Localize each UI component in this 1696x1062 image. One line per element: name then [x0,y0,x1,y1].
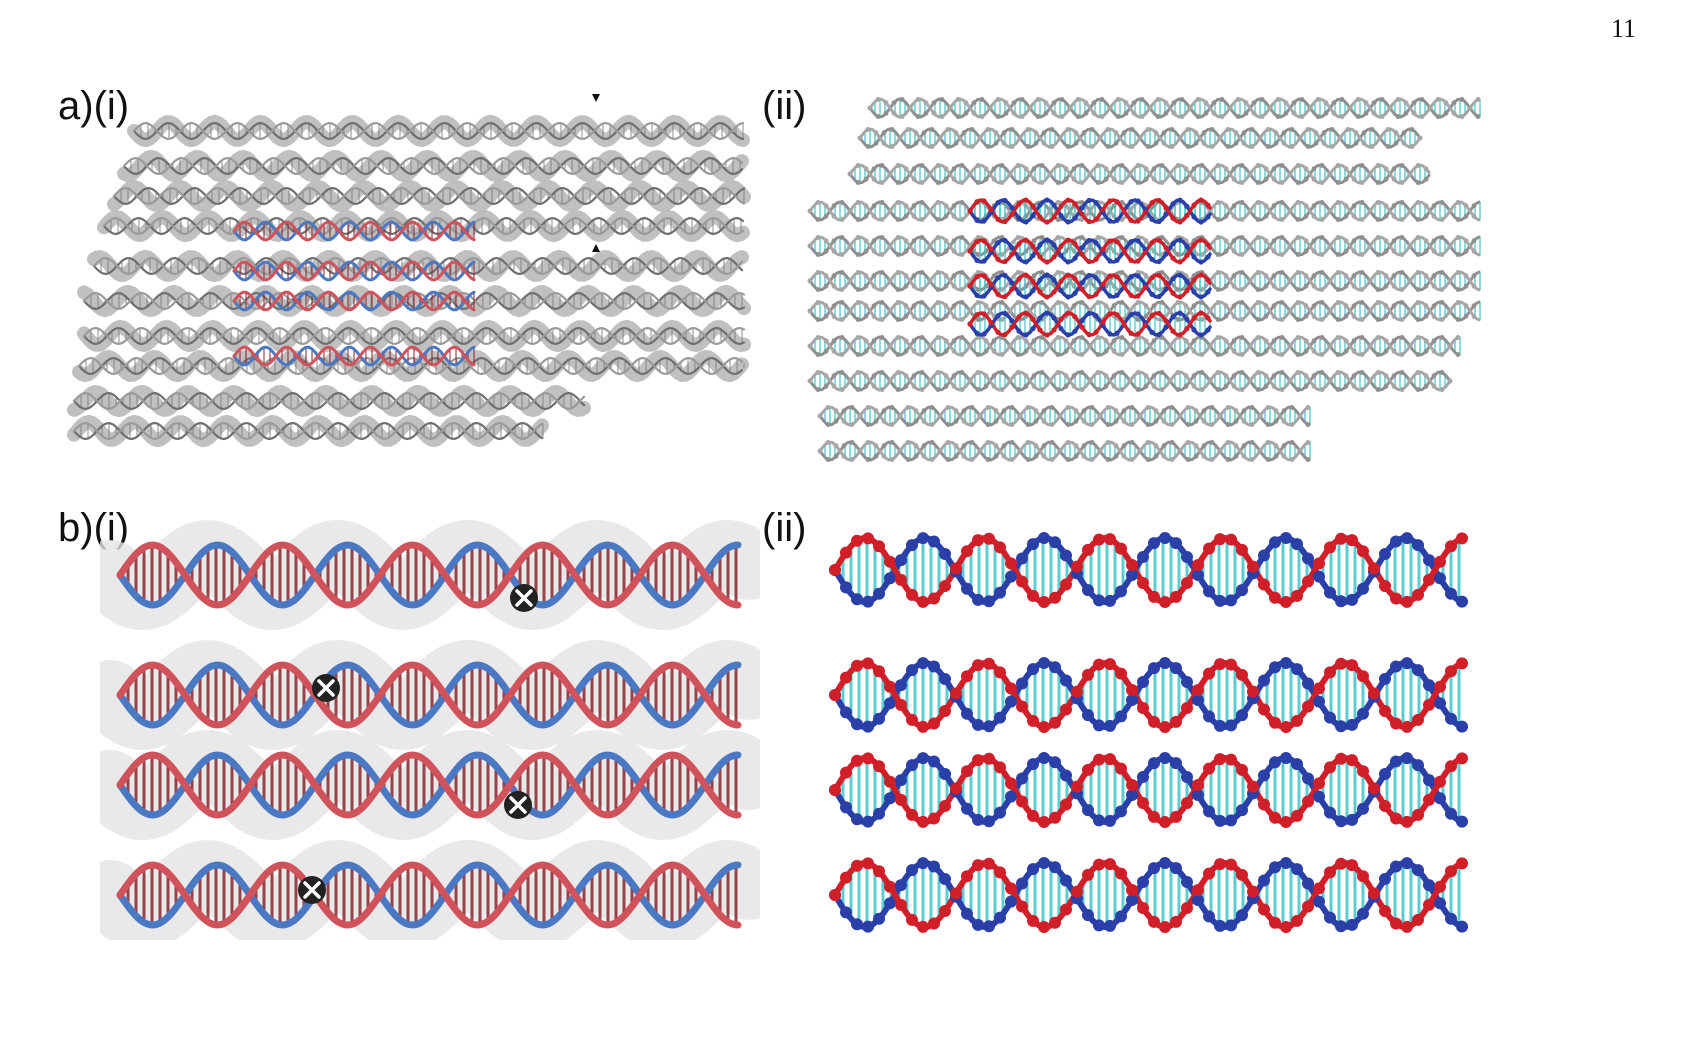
grey-helix [807,300,1481,322]
atomic-model-figure [807,97,1481,462]
grey-helix [817,405,1311,427]
grey-helix [867,97,1481,119]
highlighted-helix [967,237,1212,265]
ribbon-helix [116,541,742,609]
ribbon-helix [116,861,742,929]
density-map-figure [67,94,751,448]
density-tube [87,249,749,283]
cross-mark-icon [510,584,538,612]
panel-label-a-ii: (ii) [762,84,807,128]
ribbon-density-fit [100,520,760,940]
grey-helix [857,127,1423,149]
highlighted-helix [967,197,1212,225]
grey-helix [77,356,745,376]
arrowhead-icon [592,94,600,102]
ball-stick-helix [829,857,1468,933]
ball-stick-helix [829,657,1468,733]
ribbon-helix [116,661,742,729]
cross-mark-icon [312,674,340,702]
cross-mark-icon [504,791,532,819]
ball-stick-figure [829,532,1468,933]
panel-label-a-i: a)(i) [58,84,130,128]
highlighted-helix [967,272,1212,300]
cryo-em-density-map [64,86,754,506]
grey-helix [82,326,746,346]
grey-helix [807,370,1453,392]
grey-helix [847,163,1431,185]
highlighted-helix [232,220,476,242]
highlighted-helix [232,260,476,282]
grey-helix [112,186,746,206]
arrowhead-icon [592,244,600,252]
highlighted-helix [232,345,476,367]
highlighted-helix [232,290,476,312]
grey-helix [807,335,1461,357]
ball-stick-helix [829,752,1468,828]
grey-helix [72,421,544,441]
grey-helix [132,121,745,141]
ball-and-stick-model [820,520,1480,940]
highlighted-helix [967,310,1212,338]
ribbon-helix [116,751,742,819]
grey-helix [817,440,1311,462]
cross-mark-icon [298,876,326,904]
grey-helix [122,156,744,176]
grey-helix [72,391,586,411]
ball-stick-helix [829,532,1468,608]
page-number: 11 [1610,14,1636,43]
ribbon-fit-figure [100,520,760,940]
panel-label-b-ii: (ii) [762,506,807,550]
atomic-model-overview [790,86,1490,506]
